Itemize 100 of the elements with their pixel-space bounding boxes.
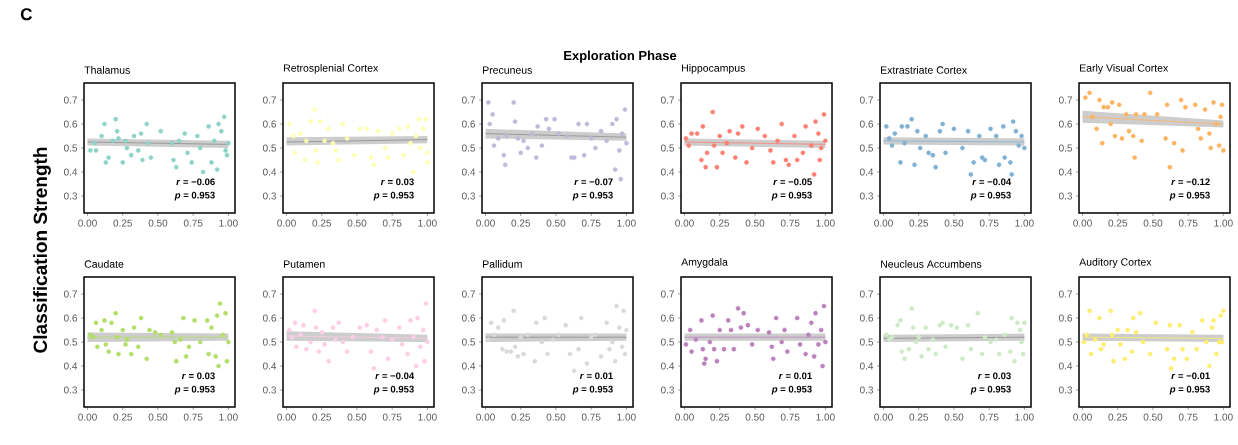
x-tick-label: 0.00	[675, 219, 694, 227]
x-tick-label: 1.00	[816, 219, 835, 227]
x-tick-label: 0.75	[979, 219, 999, 227]
y-tick-label: 0.3	[461, 386, 476, 394]
x-tick-label: 0.00	[874, 219, 893, 227]
x-tick-label: 0.50	[148, 413, 168, 421]
x-tick-label: 1.00	[816, 413, 835, 421]
x-tick-label: 0.00	[78, 413, 97, 421]
x-tick-label: 0.50	[546, 219, 566, 227]
x-tick-label: 0.00	[874, 413, 893, 421]
x-tick-label: 0.00	[78, 219, 97, 227]
y-tick-label: 0.7	[859, 96, 873, 104]
x-tick-label: 0.25	[312, 219, 332, 227]
y-tick-label: 0.4	[262, 362, 277, 370]
y-tick-label: 0.3	[859, 192, 874, 200]
annotation: p = 0.953	[771, 191, 812, 201]
annotation: p = 0.953	[1169, 191, 1210, 201]
y-tick-label: 0.4	[461, 362, 476, 370]
y-tick-label: 0.5	[859, 338, 874, 346]
x-tick-label: 0.25	[511, 219, 531, 227]
x-tick-label: 0.75	[1178, 413, 1198, 421]
y-tick-label: 0.7	[262, 96, 276, 104]
annotation: r = 0.03	[181, 372, 215, 380]
x-tick-label: 0.25	[1108, 413, 1128, 421]
x-tick-label: 0.75	[183, 219, 203, 227]
y-tick-label: 0.3	[1058, 386, 1073, 394]
x-tick-label: 0.75	[382, 219, 402, 227]
y-tick-label: 0.4	[63, 362, 78, 370]
x-tick-label: 0.00	[476, 219, 495, 227]
annotation: p = 0.953	[970, 191, 1011, 201]
y-tick-label: 0.4	[262, 168, 277, 176]
y-tick-label: 0.3	[63, 192, 78, 200]
x-tick-label: 0.75	[1178, 219, 1198, 227]
annotation: p = 0.953	[174, 191, 215, 201]
chart-title: Hippocampus	[682, 64, 745, 74]
annotation: r = −0.06	[176, 178, 215, 186]
text: C	[20, 8, 33, 21]
x-tick-label: 0.25	[710, 219, 730, 227]
annotation: p = 0.953	[771, 385, 812, 395]
y-tick-label: 0.7	[461, 290, 475, 298]
chart-title: Auditory Cortex	[1079, 258, 1152, 268]
y-tick-label: 0.4	[1058, 362, 1073, 370]
annotation: r = 0.03	[977, 372, 1011, 380]
y-tick-label: 0.6	[1058, 314, 1073, 322]
chart-title: Extrastriate Cortex	[881, 66, 967, 74]
y-tick-label: 0.6	[262, 314, 277, 322]
annotation: p = 0.953	[572, 191, 613, 201]
y-tick-label: 0.6	[63, 314, 78, 322]
annotation: p = 0.953	[1169, 385, 1210, 395]
x-tick-label: 0.50	[944, 219, 964, 227]
x-tick-label: 0.75	[183, 413, 203, 421]
x-tick-label: 0.25	[113, 219, 133, 227]
x-tick-label: 0.50	[745, 413, 765, 421]
x-tick-label: 0.50	[347, 413, 367, 421]
y-tick-label: 0.5	[660, 338, 675, 346]
y-tick-label: 0.6	[859, 314, 874, 322]
y-tick-label: 0.7	[859, 290, 873, 298]
annotation: r = −0.12	[1171, 178, 1210, 186]
x-tick-label: 1.00	[219, 219, 238, 227]
x-tick-label: 1.00	[617, 413, 636, 421]
y-tick-label: 0.4	[859, 362, 874, 370]
chart-title: Amygdala	[681, 258, 728, 268]
annotation: r = 0.01	[778, 372, 812, 380]
annotation: r = 0.03	[380, 178, 414, 186]
chart-title: Early Visual Cortex	[1080, 64, 1169, 74]
annotation: r = −0.01	[1171, 372, 1210, 380]
y-tick-label: 0.7	[1058, 96, 1072, 104]
y-tick-label: 0.7	[461, 96, 475, 104]
x-tick-label: 1.00	[1214, 219, 1233, 227]
x-tick-label: 0.50	[944, 413, 964, 421]
x-tick-label: 0.25	[710, 413, 730, 421]
x-tick-label: 0.50	[1143, 219, 1163, 227]
x-tick-label: 0.75	[382, 413, 402, 421]
y-tick-label: 0.4	[660, 168, 675, 176]
y-tick-label: 0.4	[859, 168, 874, 176]
chart-title: Neucleus Accumbens	[881, 260, 982, 268]
text: Exploration Phase	[564, 50, 677, 63]
x-tick-label: 0.75	[780, 413, 800, 421]
y-tick-label: 0.4	[461, 168, 476, 176]
annotation: p = 0.953	[373, 191, 414, 201]
annotation: p = 0.953	[174, 385, 215, 395]
x-tick-label: 1.00	[1015, 413, 1034, 421]
y-tick-label: 0.7	[660, 96, 674, 104]
x-tick-label: 0.50	[546, 413, 566, 421]
x-tick-label: 0.25	[909, 413, 929, 421]
annotation: r = −0.04	[972, 178, 1012, 186]
y-tick-label: 0.5	[63, 338, 78, 346]
x-tick-label: 0.00	[476, 413, 495, 421]
y-tick-label: 0.4	[1058, 168, 1073, 176]
chart-title: Caudate	[84, 260, 124, 268]
chart-title: Putamen	[284, 260, 325, 268]
x-tick-label: 0.00	[277, 219, 296, 227]
y-tick-label: 0.5	[1058, 144, 1073, 152]
y-tick-label: 0.3	[63, 386, 78, 394]
x-tick-label: 0.75	[581, 219, 601, 227]
annotation: r = 0.01	[579, 372, 613, 380]
y-axis-title: Classification Strength	[33, 147, 51, 353]
y-tick-label: 0.3	[859, 386, 874, 394]
y-tick-label: 0.3	[461, 192, 476, 200]
y-tick-label: 0.5	[461, 338, 476, 346]
